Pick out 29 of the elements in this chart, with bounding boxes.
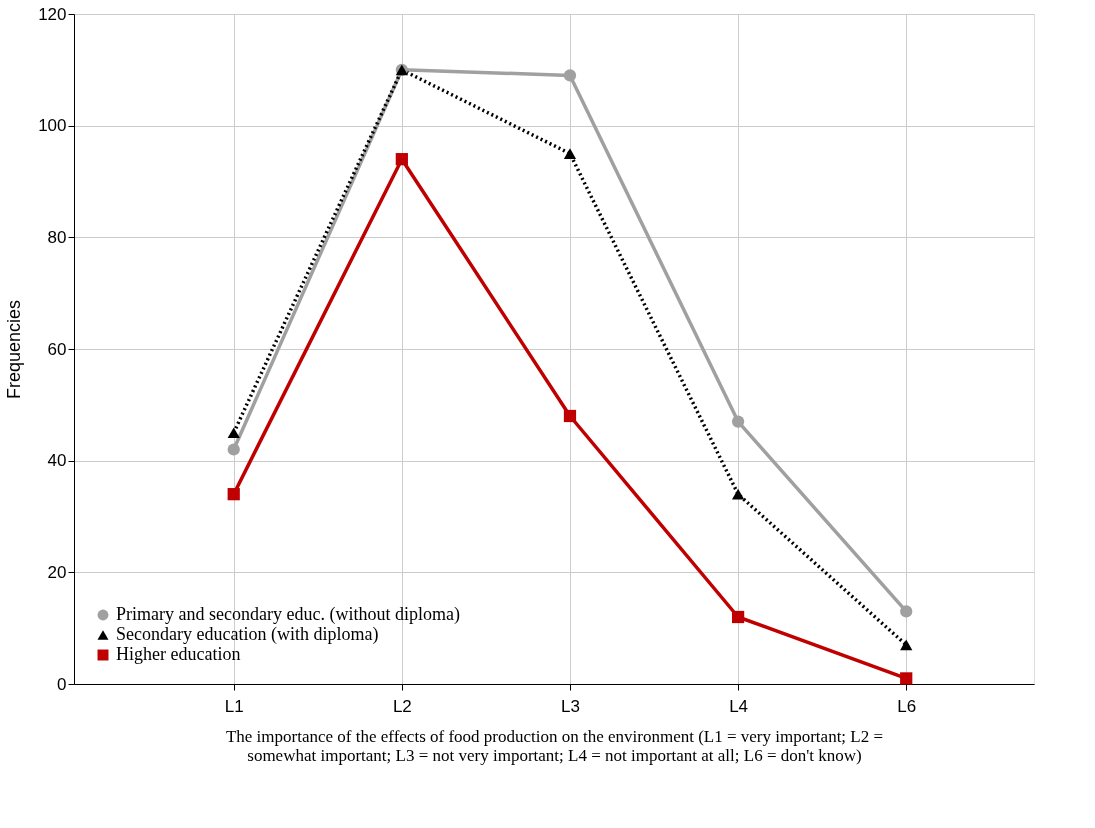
point xyxy=(900,672,913,685)
point xyxy=(731,415,745,428)
point xyxy=(227,427,240,439)
legend-label: Secondary education (with diploma) xyxy=(116,624,379,645)
x-tick-label: L6 xyxy=(897,696,917,716)
point xyxy=(227,488,240,501)
x-axis-title: The importance of the effects of food production on the environment (L1 = very important; L2 = somewhat important; L3 = not very important; L4 = not important at all; L6 = don't know) xyxy=(225,726,884,765)
y-axis-title: Frequencies xyxy=(4,299,25,400)
y-tick-label: 40 xyxy=(47,451,67,471)
x-tick-label: L4 xyxy=(729,696,749,716)
x-tick-label: L2 xyxy=(392,696,412,716)
point xyxy=(731,610,745,624)
point xyxy=(563,69,577,82)
point xyxy=(900,605,913,618)
y-tick-label: 120 xyxy=(38,4,67,24)
y-tick-label: 80 xyxy=(47,227,67,247)
point xyxy=(563,148,577,159)
point xyxy=(227,443,240,456)
point xyxy=(563,409,577,423)
y-tick-label: 60 xyxy=(47,339,67,359)
x-tick-label: L1 xyxy=(224,696,244,716)
legend-label: Higher education xyxy=(116,644,241,664)
y-tick-label: 100 xyxy=(38,116,67,136)
y-tick-label: 0 xyxy=(57,674,67,694)
point xyxy=(395,153,408,166)
point xyxy=(900,639,913,651)
y-tick-label: 20 xyxy=(47,562,67,582)
legend-label: Primary and secondary educ. (without diploma) xyxy=(116,604,460,625)
x-tick-label: L3 xyxy=(561,696,580,716)
